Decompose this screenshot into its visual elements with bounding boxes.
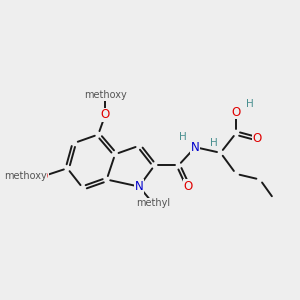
Text: H: H (246, 99, 254, 109)
Text: N: N (135, 180, 143, 193)
Text: O: O (100, 108, 110, 121)
Text: O: O (184, 180, 193, 193)
Text: O: O (253, 132, 262, 145)
Text: methoxy: methoxy (4, 171, 46, 181)
Text: H: H (179, 132, 187, 142)
Text: H: H (210, 138, 218, 148)
Text: methyl: methyl (136, 198, 170, 208)
Text: O: O (231, 106, 241, 118)
Text: N: N (191, 141, 200, 154)
Text: methoxy: methoxy (84, 90, 127, 100)
Text: O: O (39, 170, 48, 183)
